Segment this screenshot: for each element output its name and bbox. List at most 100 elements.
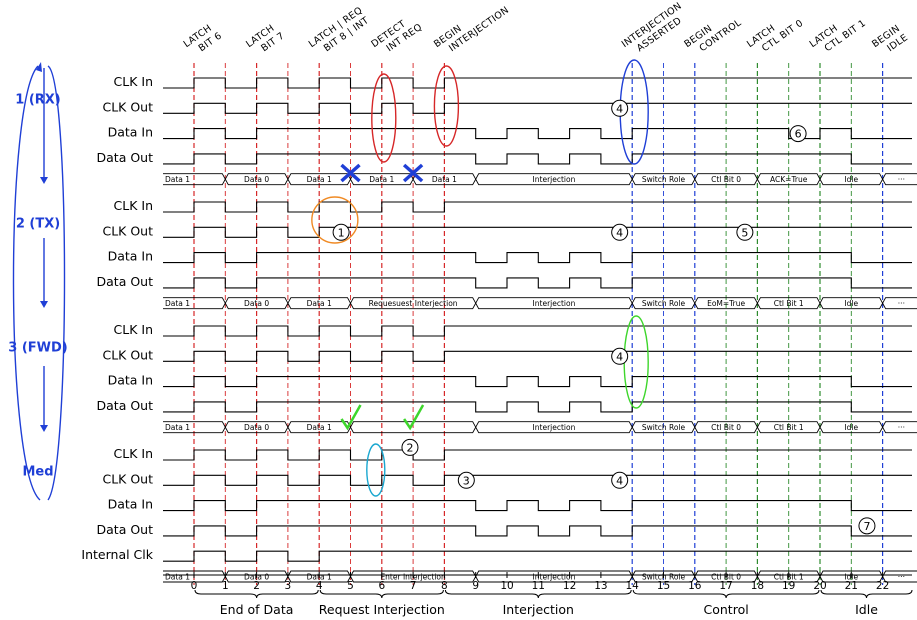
numbered-marker: 5 [736, 223, 754, 241]
marker-number: 4 [616, 102, 623, 115]
waveform [163, 128, 912, 140]
phase-label: End of Data [220, 602, 294, 617]
numbered-marker: 7 [858, 517, 876, 535]
phase-brace [444, 589, 632, 599]
tick-label: 18 [751, 580, 764, 592]
signal-name: Data In [108, 249, 153, 264]
tick-label: 2 [253, 580, 260, 592]
flow-arrows [12, 62, 66, 501]
marker-number: 3 [463, 474, 470, 487]
bus-label: Data 1 [165, 299, 190, 308]
signal-name: Data Out [97, 274, 154, 289]
arrow-head [40, 301, 48, 308]
marker-circle [858, 517, 876, 535]
numbered-marker: 4 [611, 223, 629, 241]
waveform [163, 201, 912, 213]
tick-label: 14 [626, 580, 640, 592]
bus-label: Switch Role [642, 175, 686, 184]
waveform [163, 77, 912, 89]
tick-label: 4 [316, 580, 323, 592]
bus-label: Ctl Bit 0 [711, 175, 741, 184]
bus-segment [694, 297, 758, 310]
bus-segment [224, 173, 289, 186]
numbered-marker: 4 [611, 99, 629, 117]
bus-label: Data 1 [432, 175, 457, 184]
bus-segment [694, 421, 758, 434]
marker-circle [611, 347, 629, 365]
waveform [163, 376, 912, 388]
signal-name: Data Out [97, 522, 154, 537]
signal-name: Data In [108, 373, 153, 388]
marker-circle [611, 471, 629, 489]
waveform [163, 252, 912, 264]
bus-label: Data 1 [165, 423, 190, 432]
tick-label: 9 [472, 580, 479, 592]
bus-label: Interjection [533, 573, 576, 582]
phase-brace [319, 589, 444, 599]
bus-segment [224, 297, 289, 310]
numbered-marker: 3 [457, 471, 475, 489]
flow-loop [47, 65, 66, 501]
tick-label: 11 [532, 580, 545, 592]
cross-stroke [402, 163, 424, 183]
cross-stroke [340, 163, 361, 183]
numbered-marker: 4 [611, 471, 629, 489]
waveform [163, 153, 912, 165]
bus-segment [819, 421, 884, 434]
signal-name: Internal Clk [81, 547, 153, 562]
node-label: 3 (FWD) [8, 340, 67, 355]
marker-circle [457, 471, 475, 489]
arrow-head [40, 425, 48, 432]
signal-name: CLK In [114, 74, 153, 89]
bus-label: Interjection [533, 299, 576, 308]
bus-segment [756, 421, 821, 434]
waveform [163, 550, 912, 562]
bus-segment [287, 421, 352, 434]
marker-number: 4 [616, 474, 623, 487]
numbered-marker: 2 [401, 438, 419, 456]
tick-label: 0 [191, 580, 198, 592]
phase-label: Idle [855, 602, 878, 617]
waveform [163, 102, 912, 114]
numbered-marker: 1 [332, 223, 350, 241]
bus-label: Idle [844, 175, 858, 184]
bus-segment [756, 297, 821, 310]
tick-label: 20 [813, 580, 826, 592]
marker-circle [736, 223, 754, 241]
phase-brace [820, 589, 913, 599]
tick-label: 3 [285, 580, 292, 592]
tick-label: 21 [845, 580, 858, 592]
bus-segment [882, 297, 917, 310]
numbered-marker: 4 [611, 347, 629, 365]
tick-label: 8 [441, 580, 448, 592]
bus-label: Interjection [533, 175, 576, 184]
phase-brace [194, 589, 319, 599]
bus-label: Data 1 [307, 299, 332, 308]
bus-label: ··· [898, 573, 905, 582]
numbered-marker: 6 [789, 125, 807, 143]
waveform [163, 277, 912, 289]
cross-mark [402, 163, 424, 183]
bus-label: Data 0 [244, 299, 269, 308]
marker-number: 7 [863, 520, 870, 533]
signal-name: Data Out [97, 150, 154, 165]
tick-label: 7 [410, 580, 417, 592]
marker-number: 4 [616, 226, 623, 239]
bus-segment [631, 297, 696, 310]
bus-segment [694, 173, 758, 186]
node-label: Med [22, 464, 53, 479]
waveform [163, 226, 912, 238]
phase-brace [632, 589, 820, 599]
tick-label: 13 [594, 580, 607, 592]
marker-circle [401, 438, 419, 456]
waveform [163, 401, 912, 413]
bus-label: Ctl Bit 1 [774, 299, 804, 308]
